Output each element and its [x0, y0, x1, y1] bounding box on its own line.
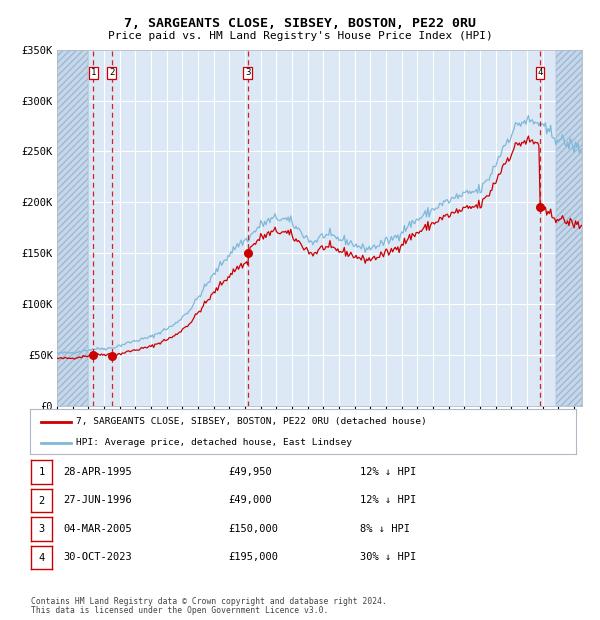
- Bar: [556, 50, 582, 406]
- Text: 30% ↓ HPI: 30% ↓ HPI: [360, 552, 416, 562]
- Text: £150,000: £150,000: [228, 524, 278, 534]
- Text: This data is licensed under the Open Government Licence v3.0.: This data is licensed under the Open Gov…: [31, 606, 329, 615]
- Text: £195,000: £195,000: [228, 552, 278, 562]
- Bar: [57, 50, 88, 406]
- Text: 4: 4: [538, 68, 543, 78]
- Text: 28-APR-1995: 28-APR-1995: [63, 467, 132, 477]
- Text: 7, SARGEANTS CLOSE, SIBSEY, BOSTON, PE22 0RU (detached house): 7, SARGEANTS CLOSE, SIBSEY, BOSTON, PE22…: [76, 417, 427, 426]
- Text: 04-MAR-2005: 04-MAR-2005: [63, 524, 132, 534]
- Text: 4: 4: [38, 552, 45, 563]
- Text: 30-OCT-2023: 30-OCT-2023: [63, 552, 132, 562]
- Text: 1: 1: [91, 68, 96, 78]
- Text: 3: 3: [245, 68, 250, 78]
- Bar: [556, 50, 582, 406]
- Text: 12% ↓ HPI: 12% ↓ HPI: [360, 467, 416, 477]
- Text: HPI: Average price, detached house, East Lindsey: HPI: Average price, detached house, East…: [76, 438, 352, 447]
- Text: Contains HM Land Registry data © Crown copyright and database right 2024.: Contains HM Land Registry data © Crown c…: [31, 597, 387, 606]
- Text: 1: 1: [38, 467, 45, 477]
- Bar: [57, 50, 88, 406]
- Text: 3: 3: [38, 524, 45, 534]
- Text: 2: 2: [109, 68, 115, 78]
- Text: 27-JUN-1996: 27-JUN-1996: [63, 495, 132, 505]
- Text: 7, SARGEANTS CLOSE, SIBSEY, BOSTON, PE22 0RU: 7, SARGEANTS CLOSE, SIBSEY, BOSTON, PE22…: [124, 17, 476, 30]
- Text: 8% ↓ HPI: 8% ↓ HPI: [360, 524, 410, 534]
- Text: Price paid vs. HM Land Registry's House Price Index (HPI): Price paid vs. HM Land Registry's House …: [107, 31, 493, 41]
- Text: 12% ↓ HPI: 12% ↓ HPI: [360, 495, 416, 505]
- Text: £49,950: £49,950: [228, 467, 272, 477]
- Text: £49,000: £49,000: [228, 495, 272, 505]
- Text: 2: 2: [38, 495, 45, 506]
